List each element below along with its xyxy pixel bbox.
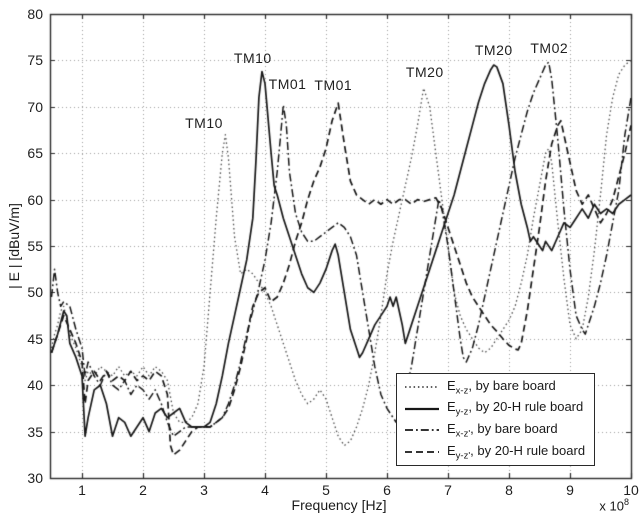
- y-tick-label-80: 80: [27, 6, 43, 22]
- legend-item-dashdot: Ex-z', by bare board: [404, 420, 594, 441]
- y-tick-label-30: 30: [27, 470, 43, 486]
- x-tick-label-8: 8: [505, 482, 513, 498]
- y-axis-title: | E | [dBuV/m]: [6, 203, 22, 289]
- legend-line-dashdot-icon: [405, 429, 439, 432]
- y-tick-label-45: 45: [27, 330, 43, 347]
- y-tick-label-65: 65: [27, 145, 43, 162]
- legend-label: Ex-z, by bare board: [447, 377, 556, 397]
- y-tick-label-55: 55: [27, 238, 43, 254]
- legend-line-dotted-icon: [405, 386, 439, 388]
- mode-annotation-tm10: TM10: [233, 49, 272, 66]
- x-tick-label-10: 10: [623, 482, 639, 498]
- legend-label: Ex-z', by bare board: [447, 420, 558, 440]
- legend-item-dotted: Ex-z, by bare board: [404, 377, 594, 398]
- x-tick-label-3: 3: [200, 482, 208, 498]
- x-tick-label-6: 6: [383, 482, 391, 498]
- mode-annotation-tm01: TM01: [268, 75, 307, 92]
- x-tick-label-4: 4: [261, 482, 269, 498]
- mode-annotation-tm20: TM20: [474, 42, 513, 59]
- y-tick-label-60: 60: [27, 191, 43, 208]
- legend-label: Ey-z', by 20-H rule board: [447, 442, 586, 462]
- y-tick-label-40: 40: [27, 377, 43, 394]
- exponent-prefix: x 10: [599, 498, 624, 514]
- mode-annotation-tm20: TM20: [405, 63, 444, 80]
- legend-line-dashed-icon: [405, 450, 439, 453]
- x-tick-label-9: 9: [566, 482, 574, 498]
- exponent-value: 8: [623, 497, 629, 507]
- y-tick-label-35: 35: [27, 423, 43, 440]
- legend-line-solid-icon: [405, 407, 439, 410]
- legend-box: Ex-z, by bare board Ey-z, by 20-H rule bo…: [396, 373, 595, 466]
- y-tick-label-50: 50: [27, 284, 43, 301]
- x-tick-label-2: 2: [139, 482, 147, 498]
- legend-item-solid: Ey-z, by 20-H rule board: [404, 398, 594, 419]
- x-axis-exponent: x 108: [599, 497, 629, 513]
- x-axis-title: Frequency [Hz]: [291, 497, 387, 513]
- mode-annotation-tm01: TM01: [314, 77, 353, 94]
- y-tick-label-75: 75: [27, 52, 43, 69]
- legend-item-dashed: Ey-z', by 20-H rule board: [404, 441, 594, 462]
- x-tick-label-1: 1: [78, 482, 86, 498]
- legend-label: Ey-z, by 20-H rule board: [447, 399, 584, 418]
- x-tick-label-7: 7: [444, 482, 452, 498]
- x-tick-label-5: 5: [322, 482, 330, 498]
- mode-annotation-tm02: TM02: [530, 40, 569, 57]
- y-tick-label-70: 70: [27, 98, 43, 115]
- mode-annotation-tm10: TM10: [185, 114, 223, 131]
